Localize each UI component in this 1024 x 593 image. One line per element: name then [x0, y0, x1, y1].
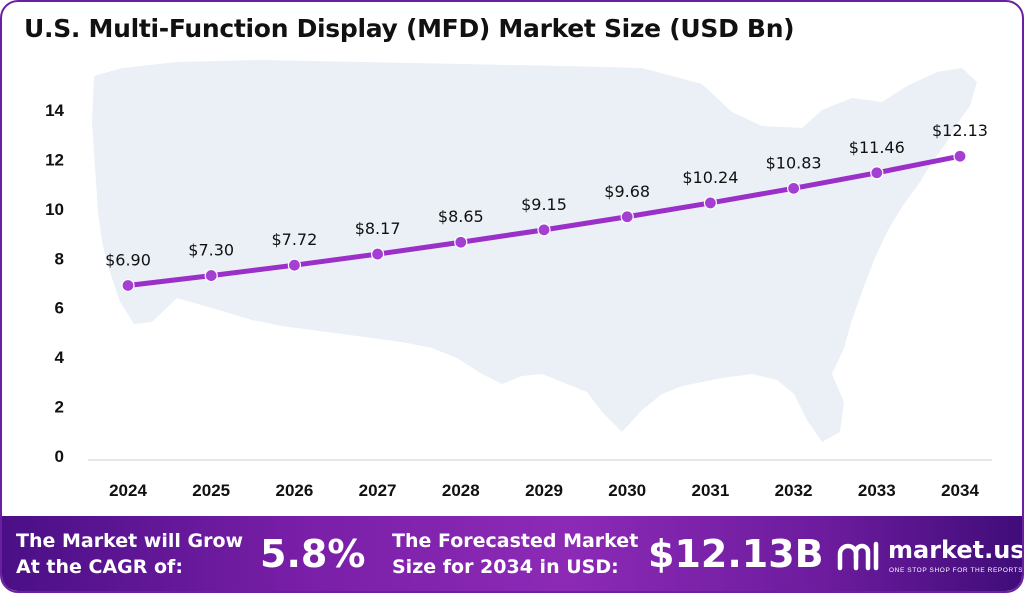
x-tick-label: 2025 — [192, 481, 230, 500]
data-label: $11.46 — [849, 138, 905, 157]
data-label: $7.30 — [188, 241, 234, 260]
data-point — [454, 235, 468, 249]
x-tick-label: 2034 — [941, 481, 979, 500]
y-tick-label: 8 — [55, 249, 64, 268]
data-point — [287, 258, 301, 272]
data-label: $8.65 — [438, 207, 484, 226]
data-point — [371, 247, 385, 261]
y-axis: 0 2 4 6 8 10 12 14 — [45, 101, 64, 466]
data-label: $7.72 — [271, 230, 317, 249]
data-point — [620, 210, 634, 224]
cagr-label-line1: The Market will Grow — [16, 530, 244, 552]
x-tick-label: 2033 — [858, 481, 896, 500]
cagr-value: 5.8% — [260, 532, 366, 576]
logo-text: market.us — [888, 536, 1024, 564]
data-label: $10.83 — [766, 153, 822, 172]
x-tick-label: 2029 — [525, 481, 563, 500]
data-label: $6.90 — [105, 250, 151, 269]
x-tick-label: 2028 — [442, 481, 480, 500]
data-label: $9.15 — [521, 195, 567, 214]
logo-tagline: ONE STOP SHOP FOR THE REPORTS — [889, 567, 1024, 574]
y-tick-label: 0 — [55, 447, 64, 466]
data-label: $12.13 — [932, 121, 988, 140]
y-tick-label: 4 — [55, 348, 65, 367]
forecast-label-line1: The Forecasted Market — [392, 530, 639, 552]
data-point — [121, 278, 135, 293]
y-tick-label: 10 — [45, 200, 64, 219]
x-tick-label: 2024 — [109, 481, 147, 500]
data-label: $8.17 — [355, 219, 401, 238]
market-us-logo-icon — [837, 541, 879, 571]
forecast-value: $12.13B — [648, 532, 824, 576]
x-tick-label: 2032 — [775, 481, 813, 500]
footer-banner: The Market will Grow At the CAGR of: 5.8… — [2, 516, 1024, 591]
forecast-label-line2: Size for 2034 in USD: — [392, 556, 619, 578]
cagr-label-line2: At the CAGR of: — [16, 556, 183, 578]
data-point — [953, 149, 967, 163]
y-tick-label: 6 — [55, 299, 64, 318]
y-tick-label: 12 — [45, 150, 64, 169]
data-point — [786, 181, 801, 195]
y-tick-label: 2 — [55, 398, 64, 417]
x-tick-label: 2030 — [608, 481, 646, 500]
us-map-silhouette — [92, 60, 977, 442]
chart-title: U.S. Multi-Function Display (MFD) Market… — [24, 14, 795, 43]
data-point — [870, 166, 884, 180]
series-markers — [121, 149, 967, 293]
data-point — [703, 196, 718, 210]
x-tick-label: 2026 — [275, 481, 313, 500]
line-chart: 0 2 4 6 8 10 12 14 2024 2025 2026 2027 2028 2029 2030… — [45, 60, 992, 500]
x-tick-label: 2027 — [359, 481, 397, 500]
data-label: $9.68 — [604, 182, 650, 201]
data-point — [204, 268, 218, 283]
x-axis: 2024 2025 2026 2027 2028 2029 2030 2031 2032 2033… — [109, 481, 979, 500]
y-tick-label: 14 — [45, 101, 64, 120]
x-tick-label: 2031 — [691, 481, 729, 500]
data-labels: $6.90 $7.30 $7.72 $8.17 $8.65 $9.15 $9.68 $10.2… — [105, 121, 988, 269]
data-label: $10.24 — [682, 168, 738, 187]
data-point — [537, 223, 551, 237]
